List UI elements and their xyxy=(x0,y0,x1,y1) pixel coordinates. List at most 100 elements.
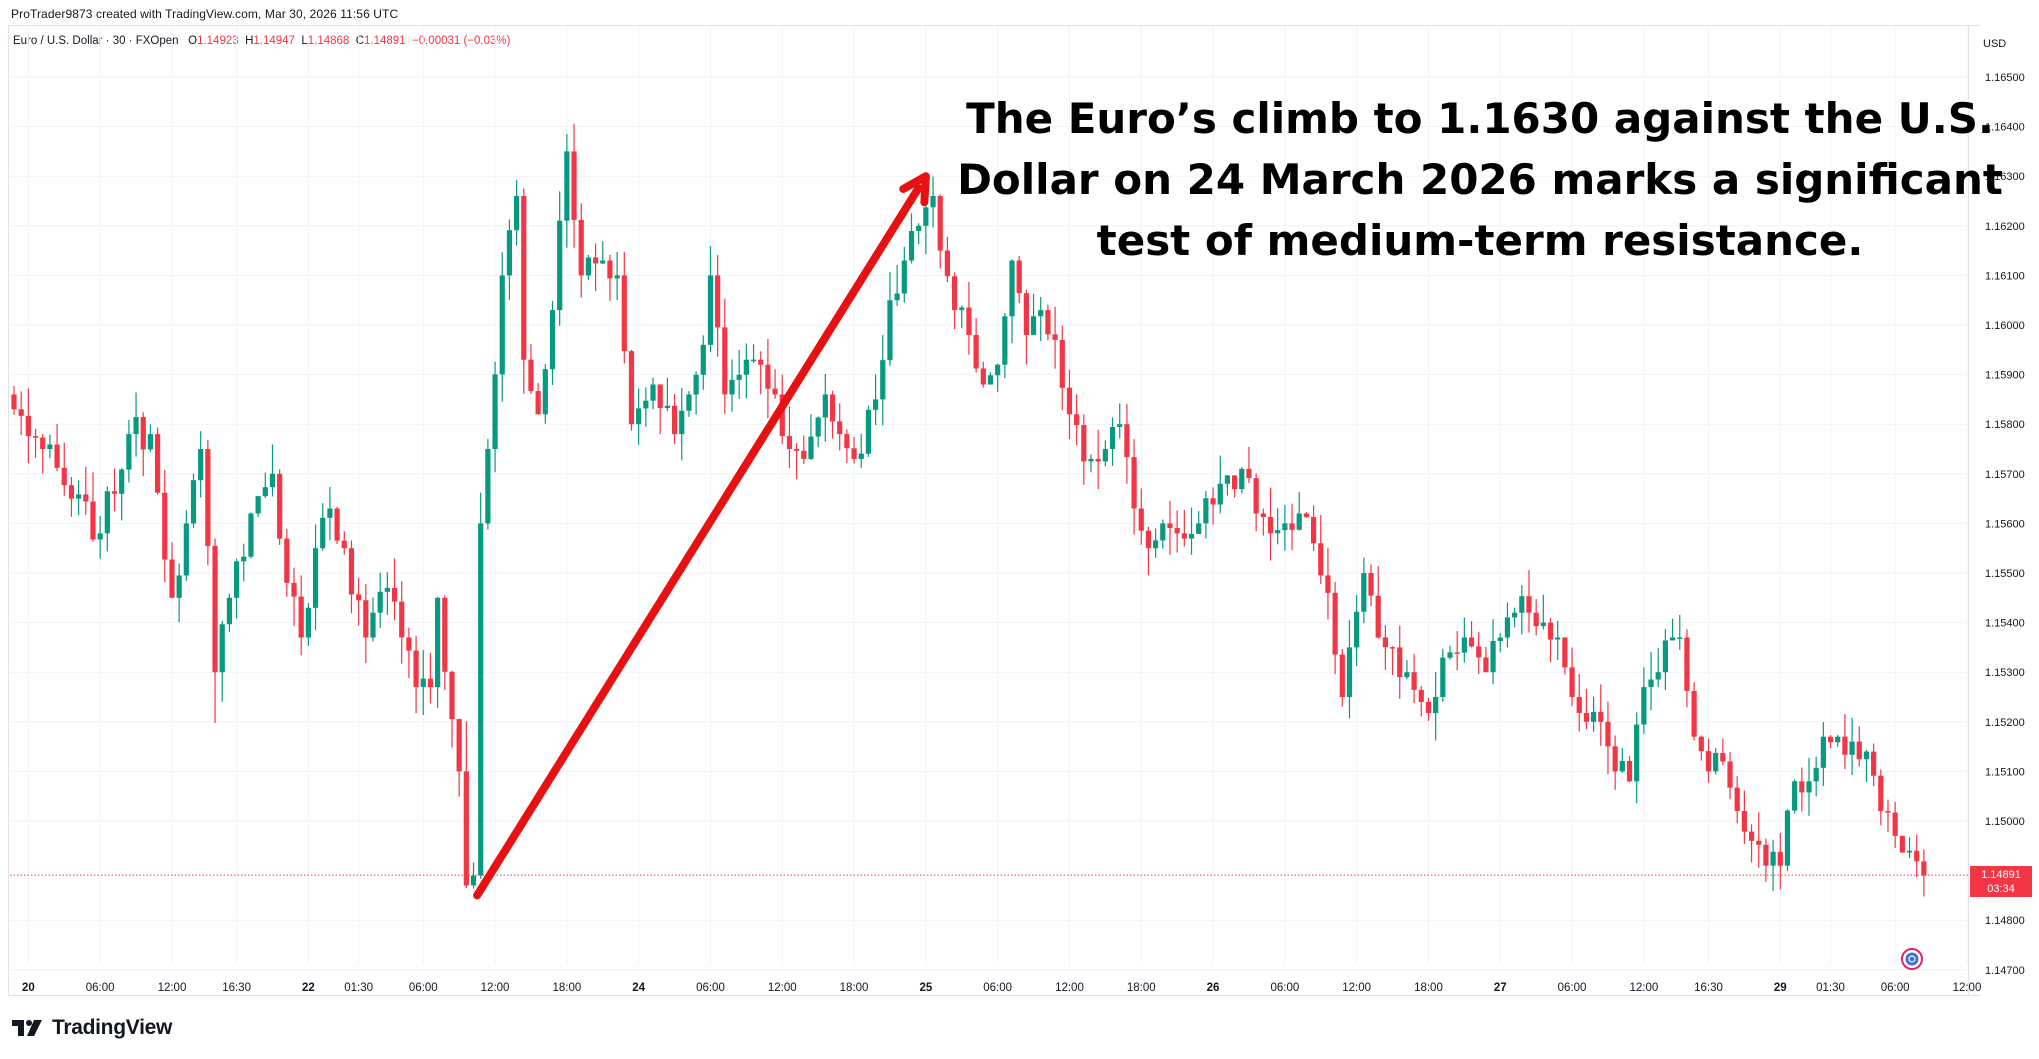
candle xyxy=(1591,696,1597,732)
candle xyxy=(1698,735,1704,761)
candle xyxy=(327,486,333,540)
candle xyxy=(1454,631,1460,671)
low-label: L xyxy=(301,35,308,47)
candle xyxy=(68,476,75,517)
candle xyxy=(1490,619,1496,685)
x-tick-label: 20 xyxy=(22,982,35,994)
candle xyxy=(1921,849,1927,897)
x-tick-label: 18:00 xyxy=(1127,982,1156,994)
tradingview-logo[interactable]: TradingView xyxy=(12,1016,172,1040)
candle xyxy=(1153,528,1159,558)
candle xyxy=(686,391,692,417)
candle xyxy=(241,543,247,582)
candle xyxy=(449,670,455,748)
candle xyxy=(506,219,513,300)
y-axis-ticks: 1.16500 1.16400 1.16300 1.16200 1.16100 1.160… xyxy=(1985,72,2025,977)
x-tick-label: 12:00 xyxy=(158,982,187,994)
candle xyxy=(1267,487,1274,561)
currency-label[interactable]: USD xyxy=(1983,38,2007,50)
candle xyxy=(1756,812,1762,868)
candle xyxy=(1059,325,1065,411)
candle xyxy=(643,387,649,427)
x-tick-label: 06:00 xyxy=(409,982,438,994)
candle xyxy=(1827,735,1834,749)
candle xyxy=(908,213,915,264)
candle xyxy=(1224,474,1231,496)
candle xyxy=(966,282,972,355)
candle xyxy=(1109,417,1116,466)
candle xyxy=(1117,403,1123,439)
candle xyxy=(1210,487,1216,525)
candle xyxy=(873,374,879,426)
candle xyxy=(1318,514,1324,584)
candle xyxy=(1310,505,1317,551)
candle xyxy=(1425,697,1432,721)
candle xyxy=(1684,629,1690,708)
candle xyxy=(822,373,828,442)
candle xyxy=(1296,491,1302,531)
candle xyxy=(420,650,426,715)
candle xyxy=(1418,686,1424,717)
x-tick-label: 12:00 xyxy=(1342,982,1371,994)
y-tick-label: 1.16500 xyxy=(1985,72,2025,84)
candle xyxy=(772,369,778,399)
arrow-shaft xyxy=(473,184,923,900)
price-axis[interactable] xyxy=(1968,25,2039,996)
symbol-legend[interactable]: Euro / U.S. Dollar · 30 · FXOpen O1.1492… xyxy=(13,35,510,47)
x-tick-label: 06:00 xyxy=(983,982,1012,994)
candle xyxy=(126,419,132,483)
candle xyxy=(104,486,110,552)
candle xyxy=(162,470,168,583)
candles xyxy=(11,123,1927,897)
candle xyxy=(233,558,240,619)
candle xyxy=(844,429,850,463)
candle xyxy=(1799,767,1805,812)
candle xyxy=(219,620,225,702)
candle xyxy=(1547,617,1554,663)
candle xyxy=(1440,648,1446,702)
candle xyxy=(1023,289,1029,365)
candle xyxy=(262,472,268,498)
candle xyxy=(334,506,340,545)
candle xyxy=(1849,717,1855,775)
candle xyxy=(1777,832,1783,890)
candle xyxy=(1734,776,1740,824)
candle xyxy=(391,558,398,621)
candle xyxy=(1404,660,1410,680)
y-tick-label: 1.16300 xyxy=(1985,171,2025,183)
candle xyxy=(284,529,290,597)
chart-frame[interactable] xyxy=(8,25,1981,996)
candle xyxy=(1526,570,1532,633)
candle xyxy=(1669,618,1676,641)
replay-icon[interactable] xyxy=(1901,948,1923,970)
candle xyxy=(679,387,685,461)
candle xyxy=(1519,585,1525,635)
candle xyxy=(1361,557,1367,624)
candle xyxy=(1074,394,1080,446)
last-price-value: 1.14891 xyxy=(1981,869,2021,882)
candle xyxy=(1540,594,1546,630)
candle xyxy=(356,577,362,626)
y-tick-label: 1.15500 xyxy=(1985,568,2025,580)
y-tick-label: 1.15300 xyxy=(1985,667,2025,679)
candle xyxy=(1770,839,1776,891)
candle xyxy=(937,194,943,269)
candle xyxy=(1720,738,1726,766)
candle xyxy=(557,191,563,326)
candle xyxy=(959,305,965,329)
candle xyxy=(578,203,584,298)
candle xyxy=(600,241,606,265)
candle xyxy=(765,339,771,419)
candle xyxy=(312,524,319,631)
candle xyxy=(1303,512,1309,518)
candle xyxy=(1174,510,1180,553)
candle xyxy=(1253,473,1259,532)
annotation-text: The Euro’s climb to 1.1630 against the U… xyxy=(950,88,2010,271)
symbol-name[interactable]: Euro / U.S. Dollar · 30 · FXOpen xyxy=(13,35,179,47)
chart-credit: ProTrader9873 created with TradingView.c… xyxy=(11,7,399,21)
candle xyxy=(1806,757,1812,816)
x-tick-label: 22 xyxy=(302,982,315,994)
candle xyxy=(119,468,125,521)
candle xyxy=(427,652,434,704)
